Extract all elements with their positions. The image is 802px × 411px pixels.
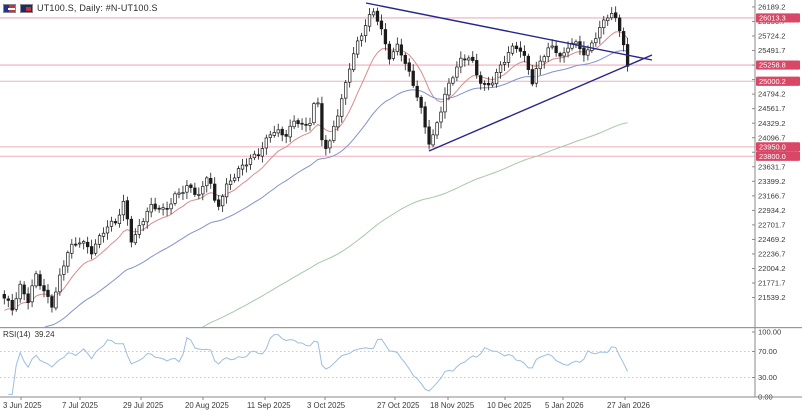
price-tick-label: 24561.7 <box>758 104 785 113</box>
price-tick-label: 21539.2 <box>758 293 785 302</box>
date-tick-label: 7 Jul 2025 <box>62 401 99 410</box>
price-tick-label: 21771.7 <box>758 279 785 288</box>
price-tick-label: 25724.2 <box>758 32 785 41</box>
price-tick-label: 22934.2 <box>758 206 785 215</box>
rsi-value: 39.24 <box>34 330 55 339</box>
date-tick-label: 20 Aug 2025 <box>185 401 229 410</box>
date-tick-label: 29 Jul 2025 <box>123 401 164 410</box>
trendlines <box>365 2 653 152</box>
price-tick-label: 23166.7 <box>758 191 785 200</box>
ma-fast-line <box>4 31 628 311</box>
date-tick-label: 27 Oct 2025 <box>377 401 420 410</box>
candles <box>2 6 630 316</box>
price-tick-label: 22469.2 <box>758 235 785 244</box>
level-price-label: 23800.0 <box>759 152 786 161</box>
rsi-plot <box>0 334 755 395</box>
date-tick-label: 10 Dec 2025 <box>487 401 532 410</box>
rsi-indicator-label: RSI(14) 39.24 <box>3 330 55 339</box>
rsi-name: RSI(14) <box>3 330 31 339</box>
price-tick-label: 23399.2 <box>758 177 785 186</box>
price-tick-label: 22236.7 <box>758 250 785 259</box>
price-tick-label: 24329.2 <box>758 119 785 128</box>
chart-title: UT100.S, Daily: #N-UT100.S <box>37 3 158 13</box>
level-price-label: 26013.3 <box>759 14 786 23</box>
pane-divider[interactable] <box>0 327 802 329</box>
rsi-tick-label: 100.00 <box>758 328 781 337</box>
price-tick-label: 24794.2 <box>758 90 785 99</box>
date-tick-label: 3 Oct 2025 <box>307 401 346 410</box>
date-tick-label: 11 Sep 2025 <box>247 401 291 410</box>
rsi-line <box>8 334 629 395</box>
time-axis[interactable]: 3 Jun 2025 7 Jul 2025 29 Jul 2025 20 Aug 20… <box>0 396 802 410</box>
moving-averages <box>4 31 628 327</box>
trendline-ascending-support[interactable] <box>428 54 653 152</box>
level-price-label: 25000.2 <box>759 77 786 86</box>
level-price-label: 25258.8 <box>759 61 786 70</box>
ma-slow-line <box>201 122 628 327</box>
rsi-tick-label: 70.00 <box>758 347 777 356</box>
level-price-label: 23950.0 <box>759 142 786 151</box>
date-tick-label: 3 Jun 2025 <box>3 401 42 410</box>
trendline-descending-resistance[interactable] <box>365 2 653 61</box>
chart-title-bar: UT100.S, Daily: #N-UT100.S <box>3 3 158 13</box>
price-tick-label: 22701.7 <box>758 220 785 229</box>
price-tick-label: 23631.7 <box>758 162 785 171</box>
date-tick-label: 5 Jan 2026 <box>545 401 584 410</box>
platform-flag-icon <box>20 3 33 13</box>
price-tick-label: 26189.2 <box>758 3 785 12</box>
price-tick-label: 22004.2 <box>758 264 785 273</box>
date-tick-label: 18 Nov 2025 <box>430 401 475 410</box>
price-tick-label: 25491.7 <box>758 46 785 55</box>
date-tick-label: 27 Jan 2026 <box>607 401 650 410</box>
instrument-flag-icon <box>3 3 16 13</box>
rsi-tick-label: 30.00 <box>758 373 777 382</box>
ma-medium-line <box>43 49 628 327</box>
price-tick-label: 24096.7 <box>758 133 785 142</box>
